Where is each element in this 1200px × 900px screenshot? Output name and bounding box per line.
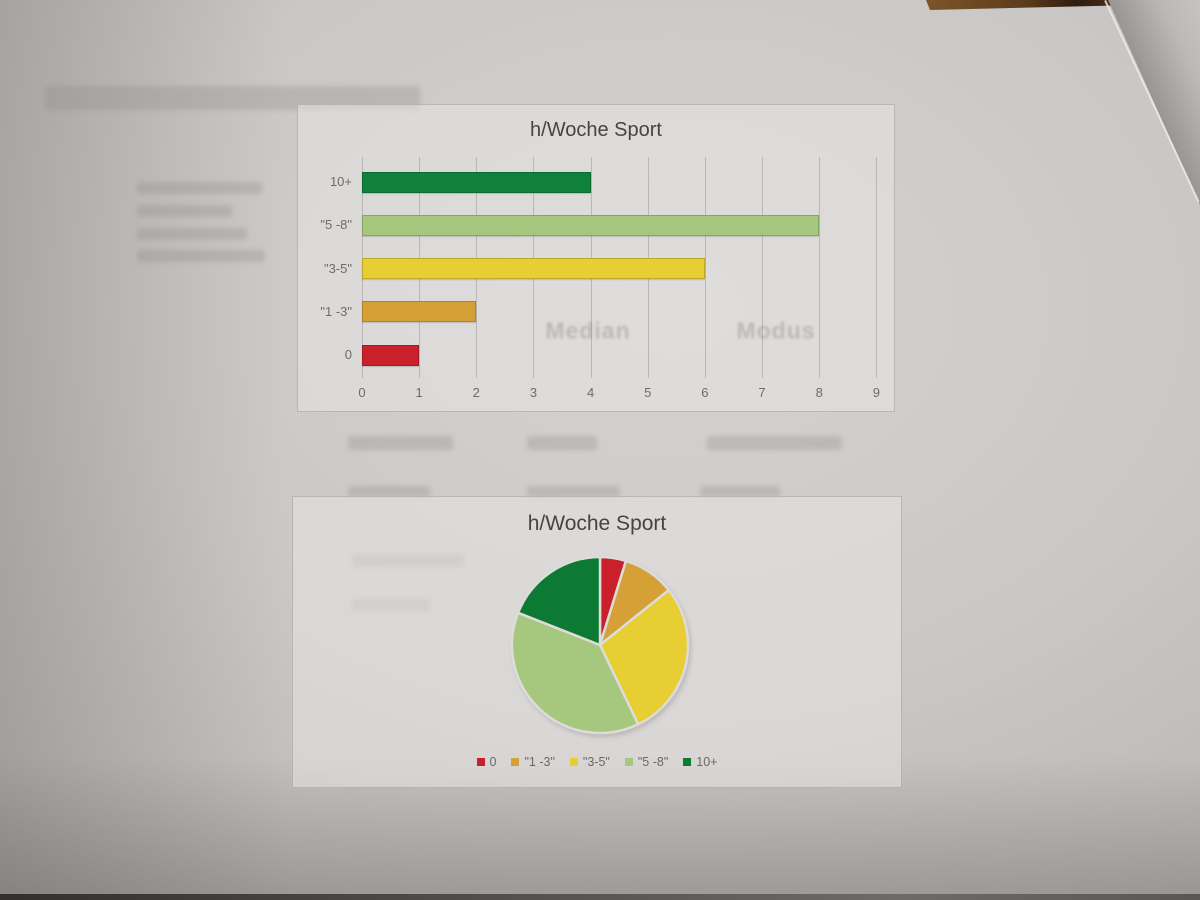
pie-chart-panel: h/Woche Sport 0 "1 -3" "3-5" "5 -8" 10+ — [292, 496, 902, 788]
ghost-text-smudge — [137, 228, 247, 240]
pie-slice-5-8 — [510, 611, 640, 735]
category-label: 0 — [344, 347, 352, 363]
category-label: "1 -3" — [320, 303, 352, 319]
legend-label: 0 — [489, 755, 497, 769]
pie-chart-legend: 0 "1 -3" "3-5" "5 -8" 10+ — [293, 755, 901, 769]
category-label: 10+ — [329, 174, 352, 189]
ghost-text-smudge — [707, 436, 842, 450]
ghost-text-smudge — [137, 182, 262, 194]
bar-1-3 — [362, 301, 477, 323]
legend-item: "5 -8" — [624, 755, 669, 769]
bar-0 — [362, 344, 420, 366]
legend-swatch-icon — [569, 758, 578, 766]
x-axis-tick-label: 8 — [815, 385, 823, 400]
legend-item: 0 — [476, 755, 497, 769]
x-axis-tick-label: 9 — [872, 385, 880, 400]
pie-chart-title: h/Woche Sport — [527, 512, 667, 535]
bar-chart-panel: h/Woche Sport 0 1 2 3 4 5 6 7 8 9 10+ "5 -8" "3-5" "1… — [297, 104, 895, 412]
pie-chart — [510, 555, 690, 735]
table-edge — [926, 0, 1124, 10]
legend-swatch-icon — [476, 758, 485, 766]
legend-label: "5 -8" — [637, 755, 669, 769]
x-axis-tick-label: 0 — [358, 385, 366, 400]
ghost-text-smudge — [137, 205, 232, 217]
grid-line — [876, 157, 878, 378]
paper-bottom-edge-shadow — [0, 894, 1200, 900]
grid-line — [704, 157, 706, 378]
legend-item: "1 -3" — [511, 755, 555, 769]
ghost-text-smudge — [348, 436, 453, 450]
grid-line — [819, 157, 821, 378]
pie-slice-3-5 — [598, 588, 690, 726]
category-label: "5 -8" — [320, 217, 352, 233]
legend-label: "1 -3" — [524, 755, 555, 769]
bar-5-8 — [362, 214, 820, 236]
x-axis-tick-label: 6 — [701, 385, 709, 400]
ghost-text-smudge — [700, 486, 780, 497]
grid-line — [762, 157, 764, 378]
legend-swatch-icon — [511, 758, 520, 766]
category-label: "3-5" — [323, 260, 352, 276]
pie-slice-10+ — [516, 555, 602, 647]
legend-swatch-icon — [683, 758, 692, 766]
bar-chart-title: h/Woche Sport — [530, 119, 662, 141]
legend-item: 10+ — [683, 755, 717, 769]
x-axis-tick-label: 7 — [758, 385, 766, 400]
legend-swatch-icon — [624, 758, 633, 766]
x-axis-tick-label: 5 — [644, 385, 652, 400]
legend-label: "3-5" — [582, 755, 610, 769]
x-axis-tick-label: 4 — [586, 385, 595, 400]
legend-label: 10+ — [696, 755, 718, 769]
bar-3-5 — [362, 258, 705, 280]
ghost-text-smudge — [527, 486, 620, 497]
ghost-text-smudge — [348, 486, 430, 497]
x-axis-tick-label: 1 — [415, 385, 423, 400]
ghost-word-modus: Modus — [736, 317, 816, 344]
overlapping-sheet-corner — [1108, 0, 1200, 205]
legend-item: "3-5" — [569, 755, 610, 769]
ghost-text-smudge — [527, 436, 597, 450]
x-axis-tick-label: 3 — [529, 385, 538, 400]
x-axis-tick-label: 2 — [472, 385, 480, 400]
ghost-word-median: Median — [545, 317, 631, 344]
bar-10+ — [362, 171, 591, 193]
ghost-text-smudge — [137, 250, 265, 262]
